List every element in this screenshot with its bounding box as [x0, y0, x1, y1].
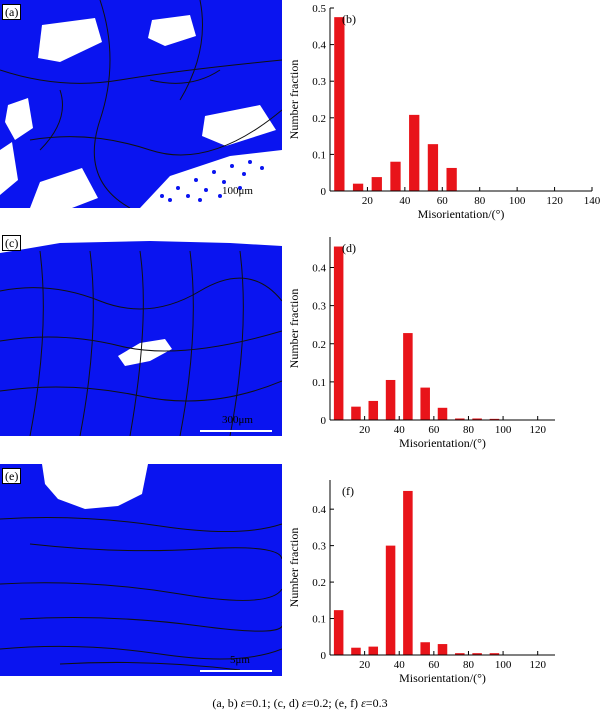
bar [403, 490, 413, 655]
bar [455, 418, 465, 420]
scale-bar-label: 100μm [222, 185, 253, 197]
y-tick-label: 0 [321, 650, 327, 662]
panel-label: (b) [342, 12, 356, 26]
panel-tag-a: (a) [2, 4, 22, 20]
caption-text: =0.3 [365, 696, 388, 710]
chart-f: 0 0.1 0.2 0.3 0.4 20 40 60 80 100 120 (f) Misorienta… [287, 480, 555, 685]
bar [368, 400, 379, 420]
y-tick-label: 0.5 [312, 3, 326, 15]
bar [472, 653, 482, 655]
y-tick-label: 0.4 [312, 40, 326, 52]
x-tick-label: 60 [428, 424, 440, 436]
panel-tag-c: (c) [2, 235, 22, 251]
y-tick-label: 0.1 [312, 614, 326, 626]
panel-tag-e: (e) [2, 468, 22, 484]
x-tick-label: 40 [394, 424, 406, 436]
bar [420, 642, 430, 655]
bar [333, 610, 344, 655]
bar [333, 246, 344, 420]
figure-caption: (a, b) ε=0.1; (c, d) ε=0.2; (e, f) ε=0.3 [0, 696, 600, 711]
bar [489, 653, 500, 655]
bar [368, 646, 379, 655]
y-tick-label: 0.2 [312, 339, 326, 351]
micrograph-c-image [0, 231, 282, 436]
x-tick-label: 120 [546, 195, 563, 207]
x-tick-label: 80 [463, 424, 475, 436]
bar [446, 167, 457, 191]
panel-label: (d) [342, 241, 356, 255]
x-axis-title: Misorientation/(°) [399, 671, 486, 685]
x-tick-label: 40 [394, 659, 406, 671]
x-tick-label: 120 [529, 424, 546, 436]
y-tick-label: 0.3 [312, 301, 326, 313]
bar [437, 644, 448, 655]
scale-bar [200, 430, 272, 432]
scale-bar-label: 300μm [222, 414, 253, 426]
x-tick-label: 60 [437, 195, 449, 207]
scale-bar [200, 670, 272, 672]
caption-text: (a, b) [212, 696, 241, 710]
chart-b: 0 0.1 0.2 0.3 0.4 0.5 20 40 60 80 100 120 140 (b) Miso… [287, 3, 600, 221]
caption-symbol: ε [240, 696, 246, 710]
x-tick-label: 100 [509, 195, 526, 207]
caption-symbol: ε [361, 696, 366, 710]
bar [385, 379, 396, 420]
micrograph-a: (a) 100μm [0, 0, 282, 208]
y-axis-title: Number fraction [287, 528, 301, 608]
y-tick-label: 0.1 [312, 149, 326, 161]
scale-bar [200, 202, 272, 204]
x-tick-label: 20 [362, 195, 374, 207]
y-tick-label: 0 [321, 186, 327, 198]
x-tick-label: 120 [529, 659, 546, 671]
bar [351, 647, 361, 655]
y-axis-title: Number fraction [287, 289, 301, 369]
caption-symbol: ε [301, 696, 307, 710]
bar [403, 333, 413, 420]
x-tick-label: 100 [495, 424, 512, 436]
y-tick-label: 0.4 [312, 504, 326, 516]
y-tick-label: 0.1 [312, 377, 326, 389]
bar [371, 177, 382, 191]
chart-d: 0 0.1 0.2 0.3 0.4 20 40 60 80 100 120 (d) Misorienta… [287, 237, 555, 450]
y-axis-title: Number fraction [287, 60, 301, 140]
x-tick-label: 100 [495, 659, 512, 671]
caption-text: =0.1; (c, d) [245, 696, 302, 710]
micrograph-e: (e) 5μm [0, 464, 282, 676]
bar [420, 387, 430, 420]
bar [455, 653, 465, 655]
micrograph-e-image [0, 464, 282, 676]
bar [437, 407, 448, 420]
x-axis-title: Misorientation/(°) [399, 436, 486, 450]
y-tick-label: 0.2 [312, 113, 326, 125]
caption-text: =0.2; (e, f) [306, 696, 362, 710]
bar [472, 418, 482, 420]
y-tick-label: 0.4 [312, 263, 326, 275]
bar [427, 144, 439, 191]
x-axis-title: Misorientation/(°) [418, 207, 505, 221]
micrograph-a-image [0, 0, 282, 208]
x-tick-label: 40 [399, 195, 411, 207]
bar [409, 114, 420, 191]
micrograph-c: (c) 300μm [0, 231, 282, 436]
x-tick-label: 60 [428, 659, 440, 671]
y-tick-label: 0.3 [312, 76, 326, 88]
y-tick-label: 0.3 [312, 541, 326, 553]
x-tick-label: 20 [359, 659, 371, 671]
bar [385, 545, 396, 655]
bar [489, 418, 500, 420]
y-tick-label: 0 [321, 415, 327, 427]
x-tick-label: 80 [463, 659, 475, 671]
bar [390, 161, 401, 191]
x-tick-label: 80 [474, 195, 486, 207]
bar [351, 406, 361, 420]
panel-label: (f) [342, 484, 354, 498]
y-tick-label: 0.2 [312, 577, 326, 589]
x-tick-label: 20 [359, 424, 371, 436]
scale-bar-label: 5μm [230, 654, 250, 666]
bar [352, 183, 364, 191]
x-tick-label: 140 [584, 195, 600, 207]
bar [334, 17, 345, 192]
